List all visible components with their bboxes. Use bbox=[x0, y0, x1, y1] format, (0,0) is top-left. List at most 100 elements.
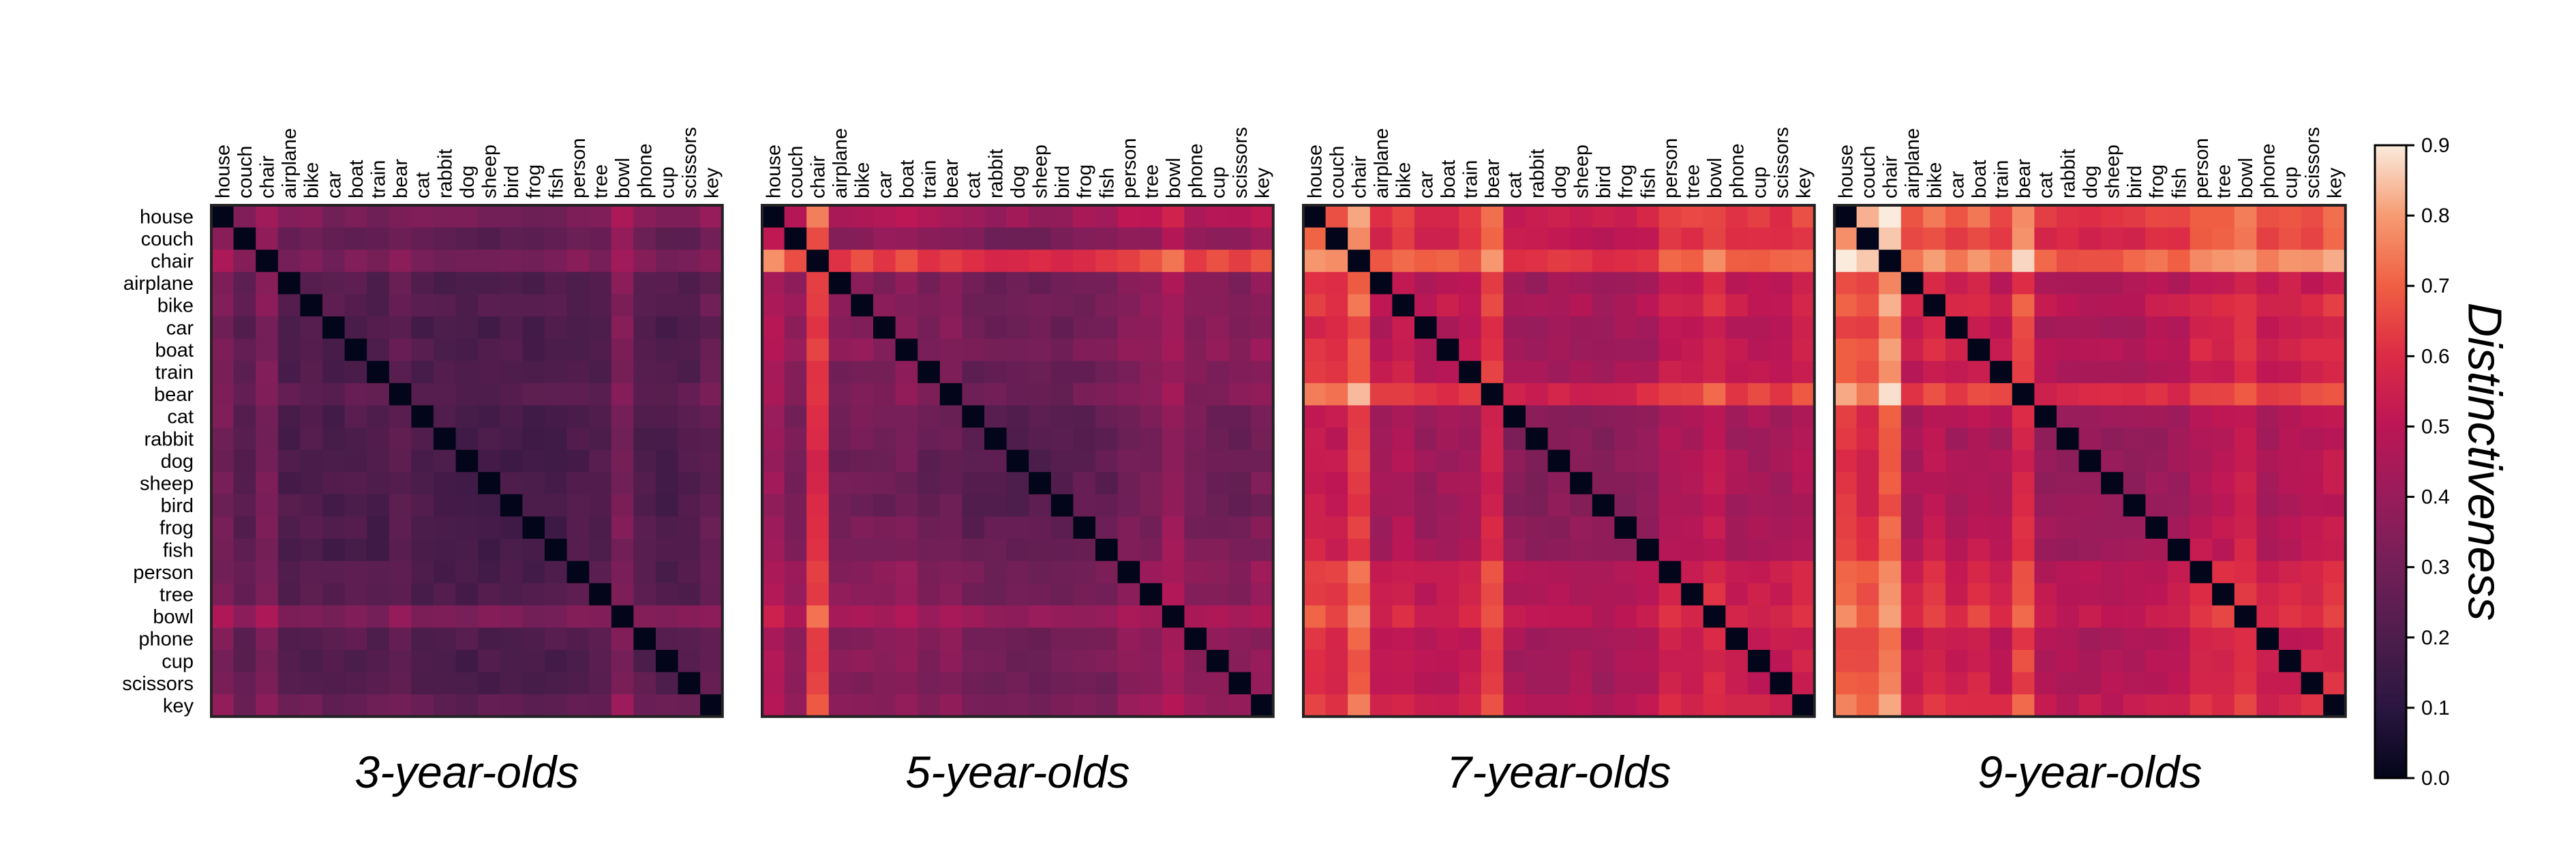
heatmap-cell bbox=[1414, 428, 1438, 451]
heatmap-cell bbox=[1570, 516, 1593, 539]
heatmap-cell bbox=[322, 271, 346, 295]
heatmap-cell bbox=[895, 316, 918, 340]
heatmap-cell bbox=[1703, 650, 1726, 673]
heatmap-cell bbox=[1414, 605, 1438, 628]
heatmap-cell bbox=[1162, 405, 1185, 428]
heatmap-cell bbox=[1856, 338, 1879, 361]
heatmap-cell bbox=[1681, 338, 1704, 361]
heatmap-cell bbox=[1637, 694, 1660, 717]
heatmap-cell bbox=[344, 383, 367, 406]
heatmap-cell bbox=[851, 428, 874, 451]
column-tick-label: boat bbox=[346, 160, 367, 198]
heatmap-cell bbox=[1967, 561, 1990, 584]
heatmap-cell bbox=[1207, 250, 1230, 273]
heatmap-cell bbox=[2034, 338, 2057, 361]
heatmap-cell bbox=[806, 650, 830, 673]
heatmap-cell bbox=[277, 271, 301, 295]
heatmap-cell bbox=[211, 561, 234, 584]
heatmap-cell bbox=[1392, 428, 1415, 451]
column-tick-label: scissors bbox=[1230, 127, 1252, 198]
heatmap-cell bbox=[678, 561, 701, 584]
heatmap-cell bbox=[522, 627, 545, 651]
heatmap-cell bbox=[1990, 472, 2013, 495]
heatmap-cell bbox=[2189, 561, 2213, 584]
heatmap-cell bbox=[678, 428, 701, 451]
heatmap-cell bbox=[1592, 361, 1615, 384]
heatmap-cell bbox=[455, 316, 479, 340]
heatmap-cell bbox=[1184, 316, 1207, 340]
heatmap-cell bbox=[1770, 561, 1793, 584]
heatmap-cell bbox=[1879, 561, 1902, 584]
heatmap-cell bbox=[1095, 539, 1119, 562]
heatmap-cell bbox=[2212, 383, 2235, 406]
heatmap-cell bbox=[1681, 494, 1704, 517]
heatmap-cell bbox=[256, 583, 279, 606]
heatmap-cell bbox=[1162, 428, 1185, 451]
heatmap-cell bbox=[256, 227, 279, 250]
heatmap-cell bbox=[962, 271, 985, 295]
heatmap-cell bbox=[1703, 338, 1726, 361]
heatmap-cell bbox=[233, 516, 256, 539]
heatmap-cell bbox=[2145, 650, 2168, 673]
heatmap-cell bbox=[784, 361, 807, 384]
heatmap-cell bbox=[2057, 405, 2080, 428]
heatmap-cell bbox=[1792, 561, 1815, 584]
heatmap-cell bbox=[1879, 428, 1902, 451]
heatmap-cell bbox=[828, 627, 851, 651]
heatmap-cell bbox=[1614, 627, 1637, 651]
heatmap-cell bbox=[1117, 383, 1140, 406]
heatmap-cell bbox=[256, 316, 279, 340]
heatmap-cell bbox=[1879, 316, 1902, 340]
heatmap-cell bbox=[2012, 494, 2035, 517]
heatmap-cell bbox=[344, 694, 367, 717]
heatmap-cell bbox=[1725, 605, 1748, 628]
heatmap-cell bbox=[1614, 338, 1637, 361]
heatmap-cell bbox=[2279, 428, 2302, 451]
heatmap-cell bbox=[545, 539, 568, 562]
heatmap-cell bbox=[1251, 449, 1274, 473]
heatmap-cell bbox=[784, 472, 807, 495]
heatmap-cell bbox=[500, 227, 523, 250]
heatmap-cell bbox=[589, 338, 612, 361]
heatmap-cell bbox=[700, 428, 723, 451]
heatmap-cell bbox=[2234, 383, 2257, 406]
heatmap-cell bbox=[984, 516, 1007, 539]
heatmap-cell bbox=[2301, 205, 2324, 228]
heatmap-cell bbox=[1770, 694, 1793, 717]
heatmap-cell bbox=[1303, 338, 1327, 361]
heatmap-cell bbox=[1228, 271, 1252, 295]
heatmap-cell bbox=[1748, 428, 1771, 451]
heatmap-cell bbox=[545, 250, 568, 273]
heatmap-cell bbox=[1184, 205, 1207, 228]
heatmap-cell bbox=[1900, 271, 1924, 295]
heatmap-cell bbox=[1228, 449, 1252, 473]
heatmap-cell bbox=[2189, 672, 2213, 695]
heatmap-cell bbox=[1207, 583, 1230, 606]
column-tick-label: chair bbox=[808, 155, 830, 198]
heatmap-cell bbox=[1228, 583, 1252, 606]
heatmap-cell bbox=[895, 271, 918, 295]
heatmap-cell bbox=[1348, 383, 1371, 406]
heatmap-cell bbox=[1923, 449, 1946, 473]
column-tick-label: phone bbox=[1727, 143, 1748, 198]
heatmap-cell bbox=[873, 316, 896, 340]
heatmap-cell bbox=[1392, 383, 1415, 406]
heatmap-cell bbox=[1436, 361, 1459, 384]
heatmap-cell bbox=[939, 539, 963, 562]
colorbar-tick-label: 0.2 bbox=[2421, 627, 2450, 649]
heatmap-cell bbox=[611, 227, 634, 250]
heatmap-cell bbox=[1140, 271, 1163, 295]
heatmap-cell bbox=[367, 694, 390, 717]
heatmap-cell bbox=[256, 694, 279, 717]
heatmap-cell bbox=[1414, 561, 1438, 584]
heatmap-cell bbox=[1481, 405, 1504, 428]
heatmap-cell bbox=[566, 338, 590, 361]
heatmap-cell bbox=[633, 516, 656, 539]
heatmap-cell bbox=[1834, 627, 1858, 651]
heatmap-cell bbox=[300, 338, 323, 361]
column-tick-label: couch bbox=[1858, 146, 1879, 198]
heatmap-cell bbox=[1140, 449, 1163, 473]
heatmap-cell bbox=[2012, 250, 2035, 273]
heatmap-cell bbox=[784, 449, 807, 473]
heatmap-cell bbox=[478, 205, 501, 228]
